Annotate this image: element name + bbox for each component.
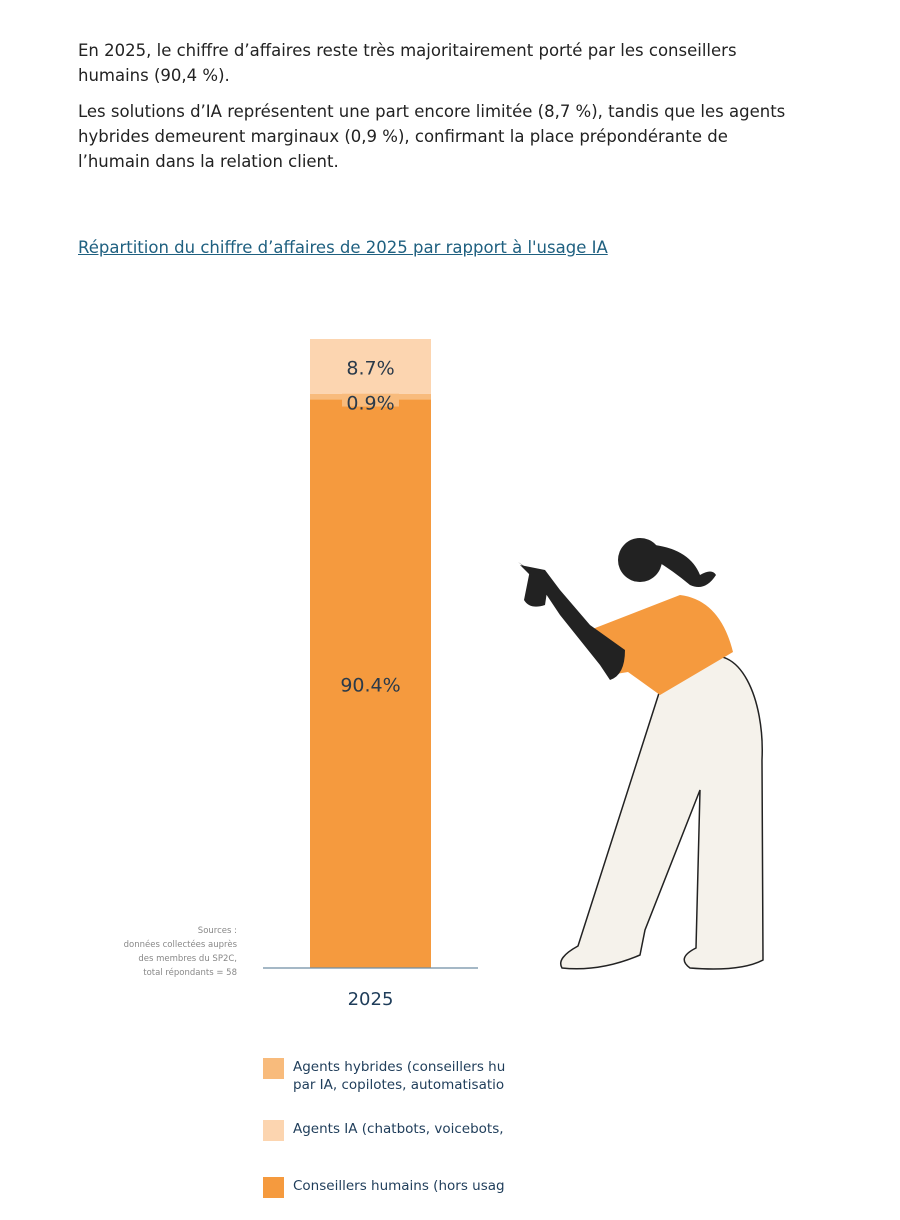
legend-swatch bbox=[263, 1177, 284, 1198]
value-label: 8.7% bbox=[346, 357, 394, 379]
value-label: 0.9% bbox=[346, 393, 394, 415]
source-note: Sources : données collectées auprès des … bbox=[123, 926, 237, 978]
legend-label: Agents hybrides (conseillers hu par IA, … bbox=[293, 1059, 506, 1093]
value-label: 90.4% bbox=[340, 675, 400, 697]
legend-item: Agents IA (chatbots, voicebots, bbox=[263, 1120, 507, 1141]
legend-label: Agents IA (chatbots, voicebots, bbox=[293, 1121, 504, 1137]
x-tick-label: 2025 bbox=[348, 989, 394, 1010]
bar-segment bbox=[310, 339, 431, 394]
legend-item: Agents hybrides (conseillers hu par IA, … bbox=[263, 1058, 507, 1094]
legend-label: Conseillers humains (hors usag bbox=[293, 1178, 505, 1194]
legend-swatch bbox=[263, 1058, 284, 1079]
legend-swatch bbox=[263, 1120, 284, 1141]
paragraph: Les solutions d’IA représentent une part… bbox=[78, 102, 786, 171]
bar-segment bbox=[310, 399, 431, 968]
chart-title[interactable]: Répartition du chiffre d’affaires de 202… bbox=[78, 238, 608, 257]
paragraph: En 2025, le chiffre d’affaires reste trè… bbox=[78, 41, 737, 85]
illustration bbox=[518, 538, 764, 970]
legend-item: Conseillers humains (hors usag bbox=[263, 1177, 507, 1198]
